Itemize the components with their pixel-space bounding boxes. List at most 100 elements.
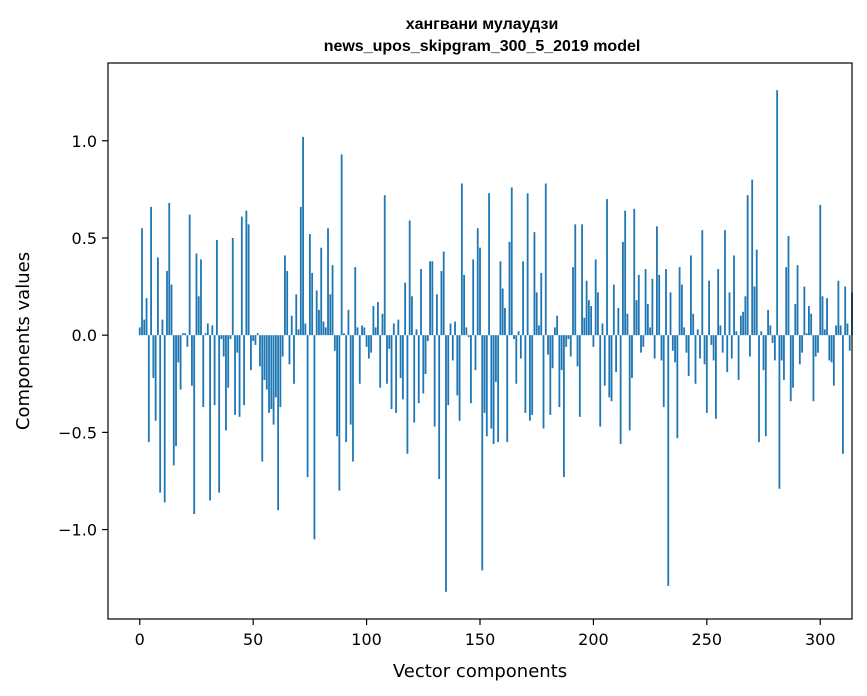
bars-group bbox=[138, 90, 853, 592]
bar-45 bbox=[240, 216, 243, 336]
y-tick-label: 0.5 bbox=[72, 229, 97, 248]
bar-156 bbox=[492, 335, 495, 445]
bar-133 bbox=[440, 271, 443, 336]
bar-250 bbox=[705, 335, 708, 413]
bar-184 bbox=[556, 315, 559, 336]
bar-217 bbox=[631, 335, 633, 378]
x-axis-label: Vector components bbox=[393, 661, 567, 682]
bar-289 bbox=[794, 304, 797, 336]
bar-36 bbox=[220, 335, 223, 340]
bar-227 bbox=[653, 335, 656, 359]
bar-141 bbox=[458, 335, 461, 421]
bar-274 bbox=[760, 331, 763, 336]
bar-114 bbox=[397, 319, 400, 336]
bar-190 bbox=[569, 335, 572, 357]
bar-149 bbox=[476, 228, 479, 336]
bar-1 bbox=[141, 228, 143, 336]
bar-16 bbox=[175, 335, 177, 446]
bar-143 bbox=[463, 274, 466, 336]
bar-241 bbox=[685, 335, 688, 353]
bar-112 bbox=[392, 323, 395, 336]
bar-39 bbox=[227, 335, 230, 388]
bar-209 bbox=[612, 284, 615, 336]
bar-150 bbox=[479, 247, 481, 336]
bar-13 bbox=[168, 202, 171, 336]
bar-259 bbox=[726, 335, 729, 373]
bar-140 bbox=[456, 335, 459, 396]
bar-183 bbox=[553, 327, 556, 336]
bar-280 bbox=[773, 335, 776, 361]
bar-292 bbox=[801, 335, 803, 353]
bar-90 bbox=[343, 333, 345, 336]
bar-103 bbox=[372, 306, 375, 336]
bar-107 bbox=[381, 313, 384, 336]
bar-203 bbox=[599, 335, 602, 427]
bar-137 bbox=[449, 323, 452, 336]
bar-41 bbox=[231, 237, 234, 336]
bar-132 bbox=[438, 335, 441, 480]
bar-215 bbox=[626, 313, 629, 336]
bar-237 bbox=[676, 335, 679, 439]
bar-286 bbox=[787, 236, 790, 336]
bar-7 bbox=[154, 335, 157, 421]
y-tick-label: −0.5 bbox=[58, 423, 97, 442]
bar-18 bbox=[179, 335, 182, 390]
bar-226 bbox=[651, 278, 654, 336]
bar-276 bbox=[764, 335, 767, 437]
bar-57 bbox=[268, 335, 270, 413]
bar-153 bbox=[485, 335, 488, 437]
bar-59 bbox=[272, 335, 275, 425]
bar-152 bbox=[483, 335, 486, 413]
bar-166 bbox=[515, 335, 518, 384]
bar-38 bbox=[225, 335, 227, 431]
bar-93 bbox=[349, 335, 352, 425]
bar-94 bbox=[352, 335, 354, 462]
bar-96 bbox=[356, 327, 359, 336]
bar-29 bbox=[204, 333, 207, 336]
bar-126 bbox=[424, 335, 427, 375]
bar-212 bbox=[619, 335, 622, 445]
bar-151 bbox=[481, 335, 484, 571]
bar-197 bbox=[585, 280, 588, 336]
y-tick-label: 1.0 bbox=[72, 132, 97, 151]
y-tick-label: −1.0 bbox=[58, 521, 97, 540]
bar-186 bbox=[560, 335, 563, 371]
bar-77 bbox=[313, 335, 316, 540]
x-tick-label: 150 bbox=[465, 630, 496, 649]
bar-307 bbox=[835, 325, 838, 336]
bar-104 bbox=[374, 327, 377, 336]
bar-290 bbox=[796, 265, 799, 336]
bar-69 bbox=[295, 294, 298, 336]
bar-102 bbox=[370, 335, 373, 353]
bar-181 bbox=[549, 335, 552, 415]
bar-288 bbox=[792, 335, 794, 388]
bar-281 bbox=[776, 90, 779, 336]
bar-204 bbox=[601, 323, 604, 336]
bar-193 bbox=[576, 335, 579, 367]
bar-202 bbox=[597, 292, 599, 336]
x-tick-label: 50 bbox=[243, 630, 263, 649]
x-axis-ticks: 0 50 100 150 200 250 300 bbox=[135, 619, 836, 649]
y-axis-ticks: −1.0 −0.5 0.0 0.5 1.0 bbox=[58, 132, 108, 540]
bar-58 bbox=[270, 335, 273, 410]
bar-232 bbox=[665, 269, 667, 336]
bar-8 bbox=[157, 257, 159, 336]
bar-129 bbox=[431, 261, 434, 336]
bar-130 bbox=[433, 335, 436, 427]
bar-224 bbox=[646, 304, 649, 336]
bar-230 bbox=[660, 335, 663, 361]
bar-136 bbox=[447, 335, 450, 406]
bar-248 bbox=[701, 230, 704, 336]
bar-275 bbox=[762, 335, 765, 371]
bar-282 bbox=[778, 335, 781, 489]
bar-120 bbox=[411, 296, 413, 336]
bar-279 bbox=[771, 335, 774, 343]
bar-34 bbox=[215, 239, 218, 336]
bar-82 bbox=[324, 327, 327, 336]
bar-219 bbox=[635, 300, 638, 336]
bar-257 bbox=[721, 335, 724, 353]
bar-297 bbox=[812, 335, 815, 402]
bar-47 bbox=[245, 210, 248, 336]
bar-173 bbox=[531, 335, 534, 415]
bar-300 bbox=[819, 204, 822, 336]
